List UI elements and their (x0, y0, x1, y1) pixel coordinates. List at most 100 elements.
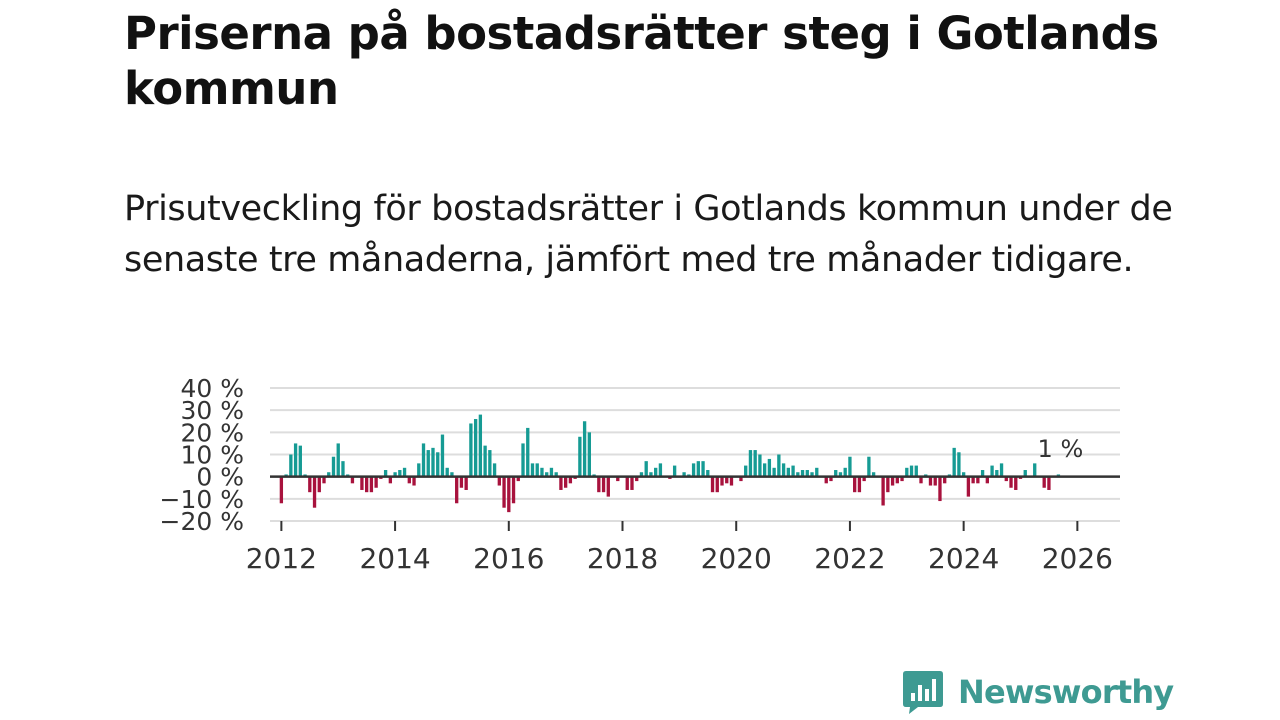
bar (455, 476, 459, 504)
bar (914, 465, 918, 477)
bar (867, 456, 871, 477)
bar (308, 476, 312, 493)
x-axis: 2012 2014 2016 2018 2020 2022 2024 2026 (246, 521, 1113, 575)
bar (317, 476, 321, 493)
bar (407, 476, 411, 484)
bar (786, 467, 790, 477)
y-tick-label: 30 % (180, 396, 244, 425)
bar (554, 472, 558, 477)
bar (436, 452, 440, 477)
bar (279, 476, 284, 504)
newsworthy-logo-icon (903, 671, 943, 714)
bar (744, 465, 748, 477)
bar (971, 476, 975, 484)
bar (919, 476, 923, 484)
bar (412, 476, 416, 486)
brand-logo[interactable]: Newsworthy (902, 670, 1174, 714)
bar (440, 434, 445, 477)
bar (933, 476, 937, 486)
bar (483, 445, 487, 477)
bar (739, 476, 743, 482)
bar (853, 476, 857, 493)
bar (862, 476, 866, 482)
bar (791, 465, 795, 477)
bar (327, 472, 331, 477)
bar (729, 476, 734, 486)
y-tick-label: 0 % (196, 463, 244, 492)
bar (710, 476, 715, 493)
x-tick-label: 2018 (587, 542, 658, 575)
bar (800, 470, 805, 477)
bar (815, 467, 819, 477)
bar (630, 476, 634, 490)
bar (890, 476, 895, 486)
bar (497, 476, 501, 486)
bar (1009, 476, 1013, 488)
bar (388, 476, 393, 484)
bar (298, 445, 302, 477)
bar (905, 467, 909, 477)
bar (402, 467, 407, 477)
bar (365, 476, 369, 493)
bar (938, 476, 942, 502)
bar (990, 465, 994, 477)
bar (578, 436, 582, 477)
bar (606, 476, 610, 497)
bar (1004, 476, 1008, 482)
bar (644, 461, 648, 477)
x-tick-label: 2022 (814, 542, 885, 575)
bar (1023, 470, 1027, 477)
gridlines (270, 387, 1120, 522)
bar (350, 476, 355, 484)
bar (701, 461, 705, 477)
y-axis-labels: 40 %30 %20 %10 %0 %−10 %−20 % (160, 374, 244, 536)
bar (635, 476, 639, 482)
brand-name: Newsworthy (958, 673, 1174, 711)
bar (464, 476, 468, 490)
bar (720, 476, 724, 486)
bar (511, 476, 516, 504)
bar (781, 463, 786, 477)
bar (559, 476, 563, 490)
bar (450, 472, 454, 477)
bar (725, 476, 729, 484)
bar (961, 472, 966, 477)
bar (331, 456, 336, 477)
bar (672, 465, 677, 477)
bar (1042, 476, 1046, 488)
bar (834, 470, 838, 477)
bar (601, 476, 606, 493)
bar (895, 476, 899, 484)
y-tick-label: −20 % (160, 507, 244, 536)
y-tick-label: 20 % (180, 418, 244, 447)
bar (772, 467, 776, 477)
bar (957, 452, 961, 477)
bar (682, 472, 686, 477)
bar (1047, 476, 1051, 490)
y-tick-label: −10 % (160, 485, 244, 514)
bar (469, 423, 473, 477)
bar (696, 461, 700, 477)
bar (322, 476, 326, 484)
bar (796, 472, 800, 477)
bar (1033, 463, 1037, 477)
bar (587, 432, 591, 477)
bar (777, 454, 781, 477)
x-tick-label: 2012 (246, 542, 317, 575)
bar (521, 443, 525, 477)
bar (758, 454, 762, 477)
bar (654, 467, 658, 477)
bar (473, 419, 478, 477)
bar (928, 476, 933, 486)
bar (715, 476, 719, 493)
x-tick-label: 2020 (701, 542, 772, 575)
bar (383, 470, 388, 477)
bar (881, 476, 885, 506)
bar (492, 463, 497, 477)
bar (848, 456, 852, 477)
bar (459, 476, 464, 488)
bar (530, 463, 535, 477)
bar (829, 476, 833, 482)
bar (995, 470, 999, 477)
